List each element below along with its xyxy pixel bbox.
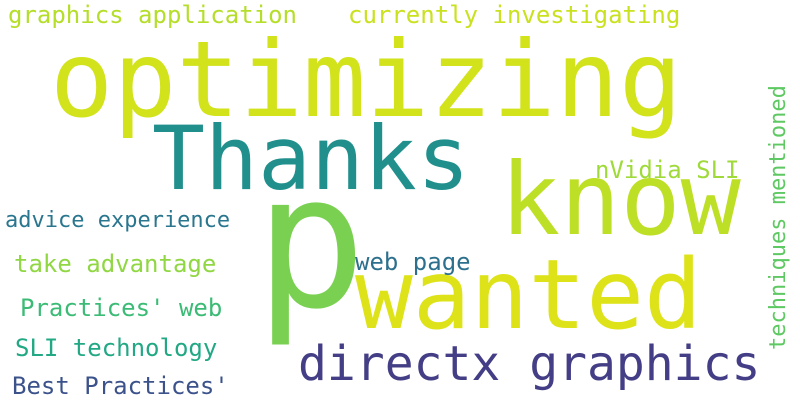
word-currently-investigating: currently investigating <box>348 1 681 29</box>
word-know: know <box>500 141 741 258</box>
word-p: p <box>255 134 367 350</box>
word-graphics-application: graphics application <box>8 1 297 29</box>
word-web-page: web page <box>355 248 471 276</box>
word-wanted: wanted <box>355 239 702 351</box>
word-take-advantage: take advantage <box>14 250 217 278</box>
word-practices-web: Practices' web <box>20 294 223 322</box>
word-directx-graphics: directx graphics <box>298 336 761 392</box>
word-optimizing: optimizing <box>50 19 683 141</box>
word-thanks: Thanks <box>152 107 470 210</box>
word-sli-technology: SLI technology <box>15 334 218 362</box>
word-nvidia-sli: nVidia SLI <box>595 156 740 184</box>
word-advice-experience: advice experience <box>5 208 231 233</box>
word-techniques-mentioned: techniques mentioned <box>766 85 791 350</box>
word-best-practices: Best Practices' <box>12 372 229 400</box>
